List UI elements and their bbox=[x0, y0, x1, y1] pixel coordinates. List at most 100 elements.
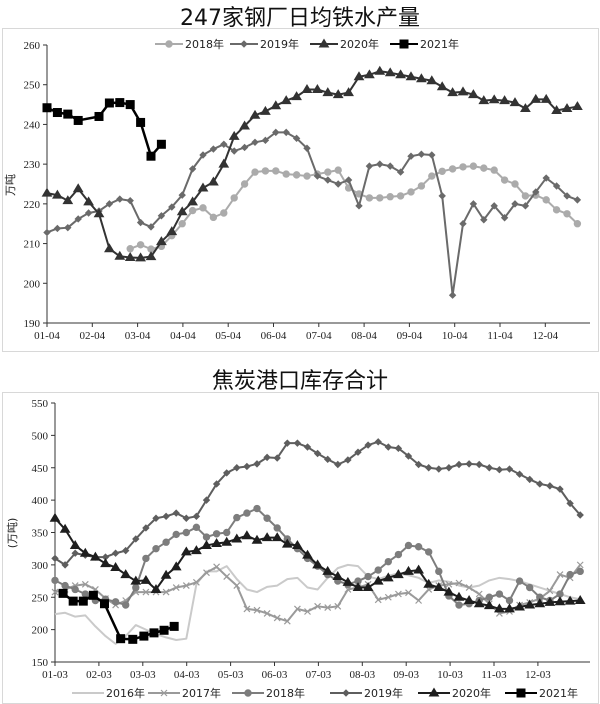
data-point bbox=[149, 628, 159, 638]
data-point bbox=[404, 541, 413, 550]
data-point bbox=[49, 512, 61, 522]
data-point bbox=[424, 464, 433, 472]
data-point bbox=[384, 593, 392, 601]
x-tick-label: 02-04 bbox=[79, 330, 105, 342]
data-point bbox=[552, 206, 561, 214]
data-point bbox=[540, 93, 552, 103]
data-point bbox=[142, 524, 150, 532]
data-point bbox=[83, 196, 94, 206]
data-point bbox=[500, 176, 509, 184]
legend-label: 2016年 bbox=[106, 686, 145, 700]
data-point bbox=[334, 602, 342, 610]
data-point bbox=[168, 203, 176, 211]
data-point bbox=[566, 570, 574, 579]
legend-label: 2017年 bbox=[182, 686, 221, 700]
data-point bbox=[166, 226, 178, 236]
data-point bbox=[435, 465, 443, 473]
data-point bbox=[415, 597, 423, 604]
data-point bbox=[178, 191, 186, 199]
x-tick-label: 12-04 bbox=[532, 330, 558, 342]
data-point bbox=[162, 538, 170, 546]
data-point bbox=[509, 97, 521, 107]
data-point bbox=[172, 530, 180, 539]
data-point bbox=[374, 596, 382, 604]
legend-label: 2020年 bbox=[452, 686, 491, 700]
data-point bbox=[43, 228, 51, 237]
data-point bbox=[212, 530, 221, 538]
data-point bbox=[261, 167, 270, 175]
legend-item: 2017年 bbox=[148, 686, 221, 700]
data-point bbox=[69, 539, 81, 549]
y-tick-label: 260 bbox=[24, 40, 41, 52]
x-tick-label: 09-03 bbox=[393, 669, 419, 681]
data-point bbox=[514, 601, 525, 611]
data-point bbox=[125, 100, 135, 110]
data-point bbox=[233, 513, 241, 522]
data-point bbox=[520, 103, 531, 113]
legend-marker bbox=[516, 688, 526, 698]
data-point bbox=[500, 214, 509, 222]
data-point bbox=[480, 216, 488, 224]
data-point bbox=[407, 188, 415, 196]
x-tick-label: 10-03 bbox=[437, 669, 463, 681]
series-line bbox=[129, 165, 579, 251]
series-2019年 bbox=[43, 128, 582, 299]
data-point bbox=[384, 443, 393, 451]
data-point bbox=[228, 130, 240, 140]
data-point bbox=[88, 590, 98, 600]
data-point bbox=[132, 583, 140, 592]
y-tick-label: 190 bbox=[24, 318, 41, 330]
data-point bbox=[253, 606, 261, 614]
y-tick-label: 150 bbox=[32, 657, 49, 669]
data-point bbox=[145, 251, 157, 261]
data-point bbox=[93, 208, 105, 218]
data-point bbox=[53, 224, 62, 233]
data-point bbox=[365, 162, 374, 170]
data-point bbox=[435, 567, 443, 576]
data-point bbox=[126, 196, 134, 205]
data-point bbox=[386, 193, 394, 201]
data-point bbox=[563, 210, 571, 218]
data-point bbox=[230, 147, 238, 155]
data-point bbox=[292, 171, 301, 179]
data-point bbox=[542, 196, 550, 204]
data-point bbox=[534, 598, 546, 608]
data-point bbox=[564, 595, 576, 605]
data-point bbox=[132, 535, 140, 543]
y-tick-label: 220 bbox=[24, 199, 41, 211]
data-point bbox=[293, 439, 302, 447]
data-point bbox=[455, 601, 463, 609]
data-point bbox=[271, 532, 283, 542]
data-point bbox=[63, 109, 73, 119]
data-point bbox=[485, 464, 494, 472]
series-2019年 bbox=[51, 438, 584, 569]
data-point bbox=[372, 575, 384, 585]
data-point bbox=[505, 465, 514, 473]
data-point bbox=[251, 168, 259, 176]
data-point bbox=[59, 523, 71, 533]
x-tick-label: 06-04 bbox=[261, 330, 287, 342]
data-point bbox=[445, 464, 453, 472]
data-point bbox=[81, 590, 90, 598]
data-point bbox=[332, 89, 344, 99]
data-point bbox=[433, 582, 445, 592]
data-point bbox=[530, 93, 542, 103]
data-point bbox=[459, 220, 467, 228]
data-point bbox=[526, 583, 534, 592]
data-point bbox=[213, 563, 221, 571]
chart2-title: 焦炭港口库存合计 bbox=[211, 369, 388, 394]
x-tick-label: 08-03 bbox=[349, 669, 375, 681]
data-point bbox=[147, 223, 155, 231]
data-point bbox=[261, 532, 273, 542]
data-point bbox=[156, 139, 166, 149]
data-point bbox=[41, 187, 53, 197]
data-point bbox=[490, 202, 498, 210]
data-point bbox=[417, 182, 426, 190]
data-point bbox=[282, 128, 290, 137]
data-point bbox=[556, 571, 564, 579]
data-point bbox=[104, 243, 115, 253]
series-line bbox=[46, 131, 578, 297]
data-point bbox=[344, 176, 353, 184]
data-point bbox=[94, 111, 104, 121]
data-point bbox=[249, 109, 261, 119]
